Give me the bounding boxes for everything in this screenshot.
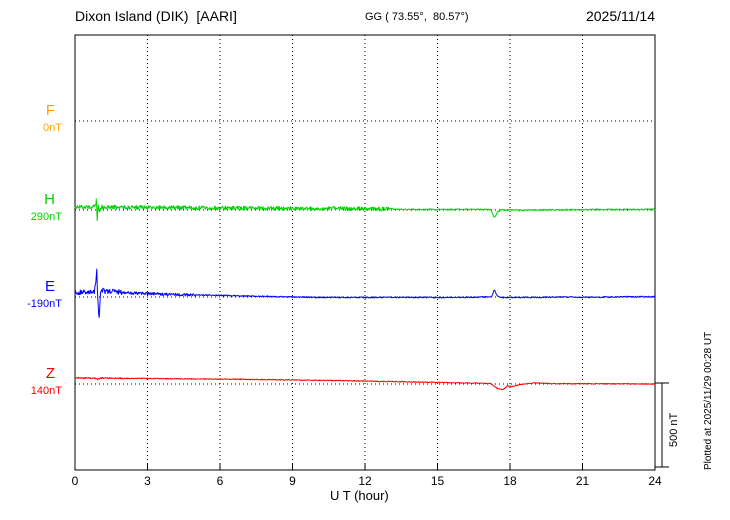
geographic-coords: GG ( 73.55°, 80.57°) (365, 11, 469, 23)
svg-text:0: 0 (72, 474, 79, 488)
series-label-h: H 290nT (0, 192, 62, 223)
scale-bar-label: 500 nT (668, 412, 680, 447)
series-letter-f: F (45, 102, 55, 119)
station-title: Dixon Island (DIK) [AARI] (75, 8, 237, 24)
series-label-f: F 0nT (0, 103, 62, 134)
svg-text:18: 18 (503, 474, 517, 488)
plotted-timestamp-note: Plotted at 2025/11/29 00:28 UT (703, 331, 714, 470)
observation-date: 2025/11/14 (585, 8, 655, 24)
series-label-e: E -190nT (0, 279, 62, 310)
series-baseline-e: -190nT (27, 298, 62, 310)
series-baseline-f: 0nT (43, 122, 62, 134)
series-letter-z: Z (45, 365, 55, 382)
series-label-z: Z 140nT (0, 366, 62, 397)
series-letter-e: E (44, 278, 55, 295)
x-axis-label: U T (hour) (330, 488, 389, 503)
series-baseline-h: 290nT (30, 211, 62, 223)
series-baseline-z: 140nT (30, 385, 62, 397)
svg-text:24: 24 (648, 474, 662, 488)
svg-text:6: 6 (217, 474, 224, 488)
series-letter-h: H (44, 191, 55, 208)
svg-text:12: 12 (358, 474, 372, 488)
svg-text:9: 9 (289, 474, 296, 488)
svg-text:21: 21 (576, 474, 590, 488)
svg-text:15: 15 (431, 474, 445, 488)
svg-text:3: 3 (144, 474, 151, 488)
